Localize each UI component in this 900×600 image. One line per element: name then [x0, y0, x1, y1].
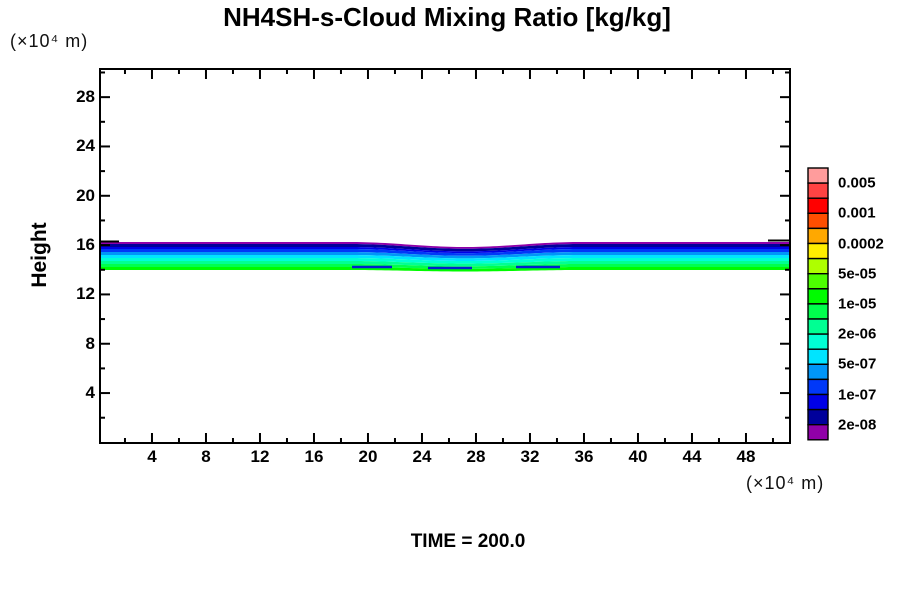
colorbar-label-0.001: 0.001 [838, 204, 876, 222]
colorbar-cell-3 [807, 212, 829, 230]
x-tick-label-20: 20 [358, 447, 378, 466]
colorbar-cell-17 [807, 424, 829, 441]
plot-frame [99, 68, 791, 444]
x-tick-label-32: 32 [520, 447, 540, 466]
colorbar-cell-16 [807, 408, 829, 426]
colorbar-cell-10 [807, 318, 829, 335]
colorbar-cell-12 [807, 348, 829, 366]
x-tick-label-40: 40 [628, 447, 648, 466]
colorbar-cell-14 [807, 378, 829, 396]
colorbar-cell-6 [807, 257, 829, 275]
colorbar-label-1e-05: 1e-05 [838, 295, 877, 313]
x-tick-label-48: 48 [736, 447, 756, 466]
y-tick-label-28: 28 [76, 87, 95, 107]
colorbar-cell-0 [807, 167, 829, 184]
cloud-band-stripe-5e-08 [101, 244, 789, 252]
y-tick-label-16: 16 [76, 235, 95, 255]
cloud-band-stripe-1e-05 [101, 264, 789, 269]
y-tick-label-24: 24 [76, 136, 95, 156]
cloud-band-stripe-2e-08 [101, 242, 789, 249]
colorbar-cell-13 [807, 363, 829, 381]
colorbar-cell-8 [807, 288, 829, 305]
y-tick-label-4: 4 [85, 383, 95, 403]
x-tick-label-36: 36 [574, 447, 594, 466]
x-tick-label-8: 8 [201, 447, 211, 466]
colorbar-cell-7 [807, 273, 829, 290]
y-tick-label-12: 12 [76, 284, 95, 304]
cloud-band-stripe-2e-07 [101, 249, 789, 256]
colorbar-label-5e-07: 5e-07 [838, 355, 877, 373]
colorbar-label-2e-06: 2e-06 [838, 325, 877, 343]
colorbar-label-1e-07: 1e-07 [838, 386, 877, 403]
cloud-band-stripe-5e-07 [101, 252, 789, 259]
colorbar-cell-15 [807, 393, 829, 411]
x-tick-label-16: 16 [304, 447, 324, 466]
colorbar-label-5e-05: 5e-05 [838, 265, 877, 283]
chart-title: NH4SH-s-Cloud Mixing Ratio [kg/kg] [223, 2, 671, 32]
cloud-band-stripe-1e-07 [101, 247, 789, 254]
y-axis-unit-label: (×10⁴ m) [10, 31, 89, 51]
x-tick-label-4: 4 [147, 447, 157, 466]
y-tick-label-20: 20 [76, 185, 95, 205]
x-tick-label-28: 28 [466, 447, 486, 466]
colorbar-cell-4 [807, 227, 829, 245]
colorbar-label-0.005: 0.005 [838, 174, 876, 192]
time-label: TIME = 200.0 [410, 531, 526, 552]
cloud-band-stripe-2e-06 [101, 258, 789, 264]
x-tick-label-12: 12 [250, 447, 270, 466]
x-tick-label-24: 24 [412, 447, 432, 466]
x-tick-label-44: 44 [682, 447, 702, 466]
colorbar-cell-11 [807, 333, 829, 350]
colorbar-cell-2 [807, 197, 829, 214]
colorbar-cell-5 [807, 242, 829, 260]
colorbar-label-0.0002: 0.0002 [838, 235, 884, 252]
cloud-band-stripe-1e-06 [101, 255, 789, 261]
y-tick-label-8: 8 [85, 333, 95, 353]
colorbar-label-2e-08: 2e-08 [838, 416, 877, 434]
x-axis-unit-label: (×10⁴ m) [746, 473, 825, 493]
cloud-band-stripe-5e-06 [101, 261, 789, 267]
colorbar-cell-1 [807, 182, 829, 199]
colorbar-cell-9 [807, 303, 829, 320]
